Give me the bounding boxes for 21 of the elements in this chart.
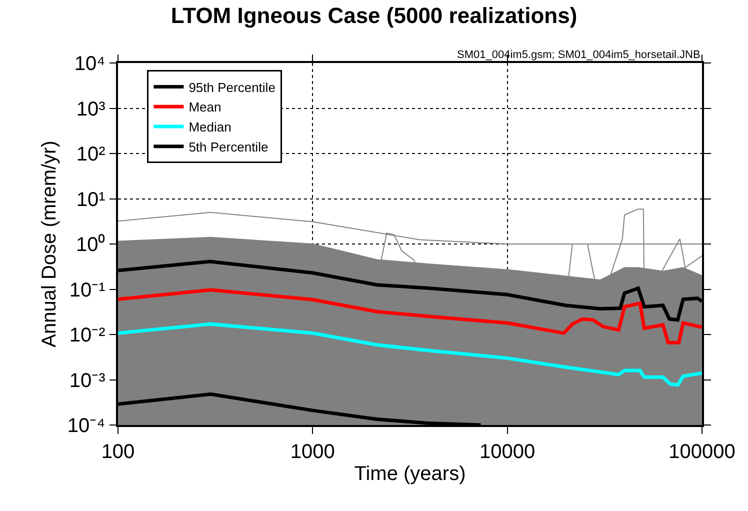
legend-label: 95th Percentile (188, 80, 276, 95)
chart-title: LTOM Igneous Case (5000 realizations) (170, 3, 578, 28)
x-tick-label: 10000 (480, 440, 536, 463)
y-tick-label: 10⁻⁴ (67, 415, 106, 437)
y-tick-label: 10⁻³ (69, 370, 106, 392)
x-tick-label: 1000 (290, 440, 335, 463)
x-tick-label: 100 (101, 440, 135, 463)
y-tick-label: 10³ (76, 98, 106, 120)
y-tick-label: 10² (76, 144, 106, 166)
y-tick-label: 10¹ (76, 188, 106, 211)
y-tick-label: 10⁻² (69, 324, 106, 346)
legend-label: Mean (188, 100, 222, 115)
x-tick-label: 100000 (668, 440, 736, 463)
y-tick-label: 10⁰ (76, 233, 106, 256)
y-tick-label: 10⁻¹ (69, 279, 106, 302)
y-axis-title: Annual Dose (mrem/yr) (38, 140, 60, 348)
y-tick-label: 10⁴ (74, 53, 106, 75)
x-axis-title: Time (years) (354, 462, 466, 485)
text: SM01_004im5.gsm; SM01_004im5_horsetail.JNB (457, 49, 700, 61)
legend-label: Median (188, 120, 232, 135)
legend-label: 5th Percentile (188, 139, 268, 154)
